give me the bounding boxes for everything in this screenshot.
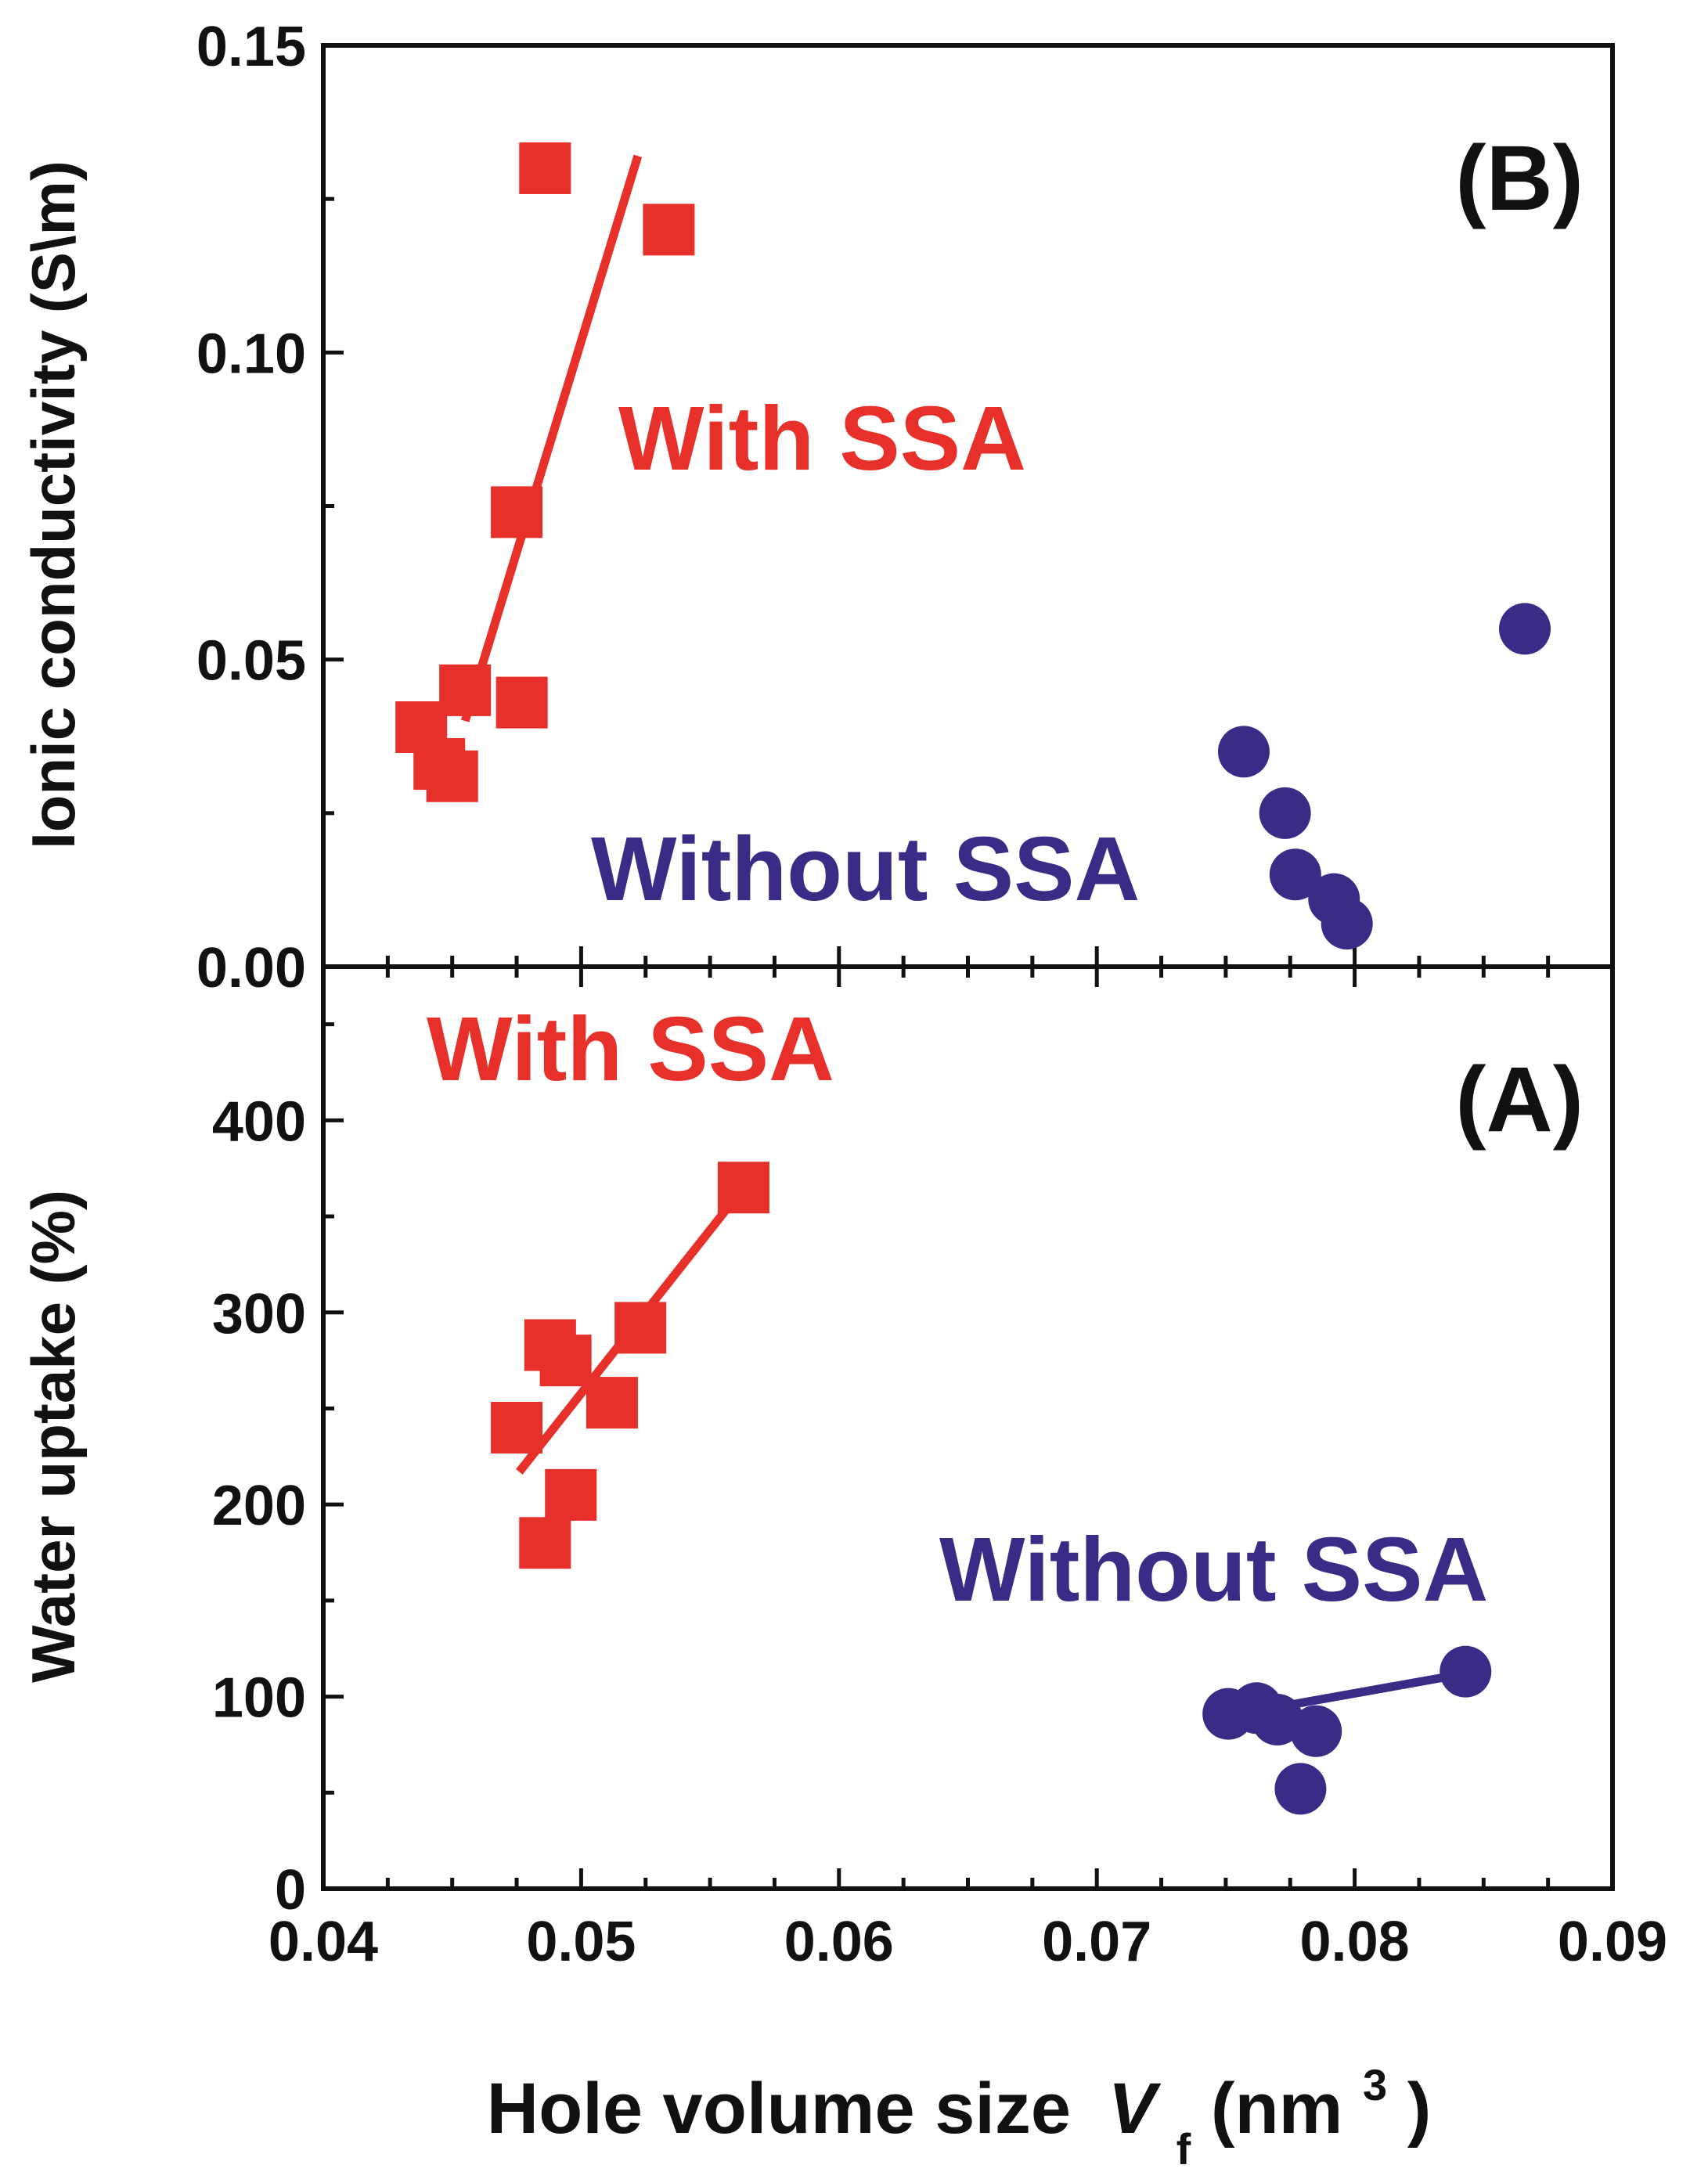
- x-axis-title-subscript: f: [1177, 2124, 1191, 2174]
- a-point-with-ssa: [614, 1302, 667, 1354]
- panel-a-annotation-without-ssa: Without SSA: [939, 1518, 1488, 1620]
- b-y-tick-label: 0.15: [196, 16, 306, 78]
- x-tick-label: 0.05: [526, 1911, 636, 1973]
- panel-b-data-points: [395, 142, 1551, 950]
- b-point-without-ssa: [1499, 603, 1551, 655]
- x-tick-label: 0.09: [1558, 1911, 1667, 1973]
- b-point-without-ssa: [1259, 787, 1311, 839]
- panel-b-y-axis-title: Ionic conductivity (S\m): [19, 160, 88, 849]
- a-point-with-ssa: [519, 1517, 571, 1569]
- x-axis-title-text: Hole volume size: [487, 2069, 1071, 2149]
- a-point-without-ssa: [1274, 1763, 1327, 1815]
- panel-b-annotation-with-ssa: With SSA: [618, 387, 1026, 489]
- a-point-with-ssa: [545, 1468, 597, 1521]
- b-point-with-ssa: [426, 750, 478, 802]
- b-y-tick-label: 0.10: [196, 322, 306, 385]
- panel-a-x-ticks: [321, 1868, 1615, 1889]
- panel-a-y-axis-title: Water uptake (%): [19, 1190, 88, 1683]
- x-tick-label: 0.08: [1300, 1911, 1410, 1973]
- a-y-tick-label: 200: [212, 1475, 306, 1537]
- panel-a-x-tick-labels: 0.04 0.05 0.06 0.07 0.08 0.09: [268, 1911, 1667, 1973]
- panel-a: 0 100 200 300 400 0.04 0.05 0.06 0.07 0.08 0.09 (…: [19, 964, 1667, 1973]
- x-axis-title-variable: V: [1108, 2069, 1162, 2149]
- panel-a-annotation-with-ssa: With SSA: [427, 998, 834, 1100]
- a-point-without-ssa: [1290, 1705, 1342, 1757]
- panel-a-fit-lines: [516, 1184, 1467, 1720]
- b-point-with-ssa: [491, 486, 543, 539]
- b-fit-line-with-ssa: [460, 154, 643, 722]
- b-point-with-ssa: [495, 676, 548, 729]
- a-point-with-ssa: [586, 1377, 638, 1429]
- panel-b: 0.00 0.05 0.10 0.15 (B) With SSA Without SS…: [19, 16, 1615, 1000]
- b-point-without-ssa: [1321, 898, 1373, 950]
- b-point-with-ssa: [439, 664, 492, 716]
- a-y-tick-label: 400: [212, 1090, 306, 1153]
- a-point-with-ssa: [491, 1402, 543, 1454]
- a-point-with-ssa: [717, 1162, 769, 1214]
- b-point-with-ssa: [643, 204, 695, 256]
- b-y-tick-label: 0.05: [196, 630, 306, 693]
- panel-b-y-ticks: [323, 43, 344, 969]
- a-point-without-ssa: [1440, 1645, 1492, 1698]
- a-y-tick-label: 100: [212, 1667, 306, 1730]
- b-point-without-ssa: [1217, 726, 1270, 778]
- x-axis-title: Hole volume size V f (nm 3 ): [487, 2036, 1432, 2180]
- panel-a-label: (A): [1455, 1048, 1584, 1151]
- x-axis-title-unit-open: (nm: [1211, 2069, 1343, 2149]
- panel-b-fit-lines: [460, 154, 643, 722]
- panel-a-y-tick-labels: 0 100 200 300 400: [212, 1090, 306, 1922]
- b-y-tick-label: 0.00: [196, 937, 306, 1000]
- b-point-without-ssa: [1269, 848, 1321, 901]
- panel-a-y-ticks: [323, 1022, 344, 1891]
- x-axis-title-superscript: 3: [1363, 2060, 1387, 2109]
- x-tick-label: 0.06: [784, 1911, 894, 1973]
- panel-b-y-tick-labels: 0.00 0.05 0.10 0.15: [196, 16, 306, 1000]
- x-tick-label: 0.04: [268, 1911, 378, 1973]
- a-y-tick-label: 0: [275, 1859, 306, 1922]
- x-axis-title-unit-close: ): [1407, 2069, 1432, 2149]
- panel-b-annotation-without-ssa: Without SSA: [591, 818, 1140, 920]
- a-point-with-ssa: [539, 1335, 592, 1387]
- b-point-with-ssa: [519, 142, 571, 194]
- x-tick-label: 0.07: [1042, 1911, 1151, 1973]
- panel-b-label: (B): [1455, 127, 1584, 230]
- panel-a-data-points: [491, 1162, 1492, 1815]
- a-y-tick-label: 300: [212, 1283, 306, 1345]
